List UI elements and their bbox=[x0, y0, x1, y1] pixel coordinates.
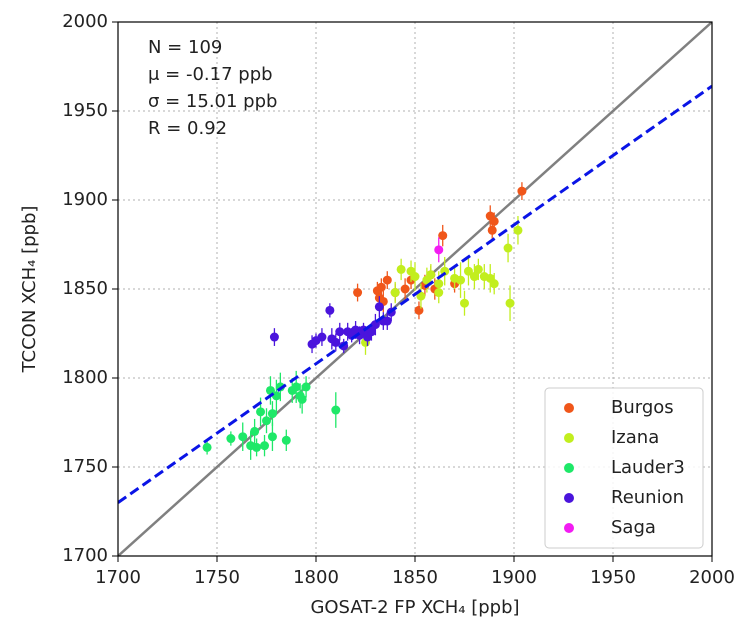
legend-marker bbox=[564, 403, 574, 413]
point bbox=[317, 332, 327, 342]
y-tick-label: 1850 bbox=[62, 278, 108, 299]
point bbox=[366, 327, 376, 337]
point bbox=[463, 266, 473, 276]
point bbox=[396, 264, 406, 274]
point bbox=[505, 298, 515, 308]
point bbox=[374, 302, 384, 312]
annotation: σ = 15.01 ppb bbox=[148, 91, 277, 112]
x-tick-label: 1700 bbox=[95, 567, 141, 588]
y-tick-label: 1800 bbox=[62, 367, 108, 388]
legend-marker bbox=[564, 433, 574, 443]
x-axis-label: GOSAT-2 FP XCH₄ [ppb] bbox=[310, 597, 519, 618]
point bbox=[262, 416, 271, 426]
point bbox=[438, 231, 448, 241]
y-tick-label: 2000 bbox=[62, 11, 108, 32]
point bbox=[382, 316, 392, 326]
point bbox=[252, 442, 262, 452]
point bbox=[376, 282, 386, 292]
plot-frame bbox=[117, 21, 713, 557]
y-tick-label: 1750 bbox=[62, 456, 108, 477]
point bbox=[503, 243, 513, 253]
legend-label: Burgos bbox=[611, 397, 674, 418]
point bbox=[325, 305, 335, 315]
point bbox=[250, 426, 260, 436]
point bbox=[416, 291, 426, 301]
x-tick-label: 2000 bbox=[689, 567, 735, 588]
point bbox=[267, 432, 277, 442]
legend-label: Izana bbox=[611, 427, 659, 448]
point bbox=[281, 435, 291, 445]
annotation: R = 0.92 bbox=[148, 118, 227, 139]
point bbox=[434, 279, 444, 289]
point bbox=[426, 270, 436, 280]
point bbox=[238, 432, 248, 442]
legend-label: Lauder3 bbox=[611, 457, 685, 478]
point bbox=[513, 225, 523, 235]
point bbox=[390, 288, 400, 298]
point bbox=[226, 434, 236, 444]
x-tick-label: 1950 bbox=[590, 567, 636, 588]
point bbox=[353, 288, 363, 298]
point bbox=[331, 337, 341, 347]
y-axis-label: TCCON XCH₄ [ppb] bbox=[19, 206, 40, 374]
legend-marker bbox=[564, 493, 574, 503]
point bbox=[382, 275, 392, 285]
point bbox=[434, 245, 444, 255]
point bbox=[256, 407, 266, 417]
point bbox=[487, 225, 497, 235]
plot-area bbox=[118, 22, 712, 556]
point bbox=[331, 405, 341, 415]
point bbox=[400, 284, 410, 294]
x-tick-label: 1800 bbox=[293, 567, 339, 588]
point bbox=[202, 442, 212, 452]
point bbox=[460, 298, 469, 308]
x-tick-label: 1850 bbox=[392, 567, 438, 588]
legend-box bbox=[544, 387, 704, 549]
annotation: μ = -0.17 ppb bbox=[148, 64, 273, 85]
x-tick-label: 1900 bbox=[491, 567, 537, 588]
point bbox=[517, 186, 527, 196]
point bbox=[489, 279, 499, 289]
y-tick-label: 1950 bbox=[62, 100, 108, 121]
point bbox=[410, 272, 420, 282]
annotation: N = 109 bbox=[148, 37, 222, 58]
point bbox=[414, 305, 424, 315]
point bbox=[267, 409, 277, 419]
point bbox=[473, 264, 483, 274]
point bbox=[269, 332, 279, 342]
y-tick-label: 1700 bbox=[62, 545, 108, 566]
point bbox=[291, 382, 301, 392]
legend-marker bbox=[564, 463, 574, 473]
point bbox=[489, 216, 499, 226]
point bbox=[434, 288, 444, 298]
point bbox=[301, 382, 311, 392]
y-tick-label: 1900 bbox=[62, 189, 108, 210]
legend-label: Saga bbox=[611, 517, 656, 538]
point bbox=[271, 391, 281, 401]
point bbox=[469, 272, 479, 282]
point bbox=[456, 275, 466, 285]
x-tick-label: 1750 bbox=[194, 567, 240, 588]
point bbox=[335, 327, 345, 337]
point bbox=[297, 394, 307, 404]
legend-marker bbox=[564, 523, 574, 533]
fit-line bbox=[118, 84, 712, 504]
legend-label: Reunion bbox=[611, 487, 684, 508]
point bbox=[260, 441, 270, 451]
